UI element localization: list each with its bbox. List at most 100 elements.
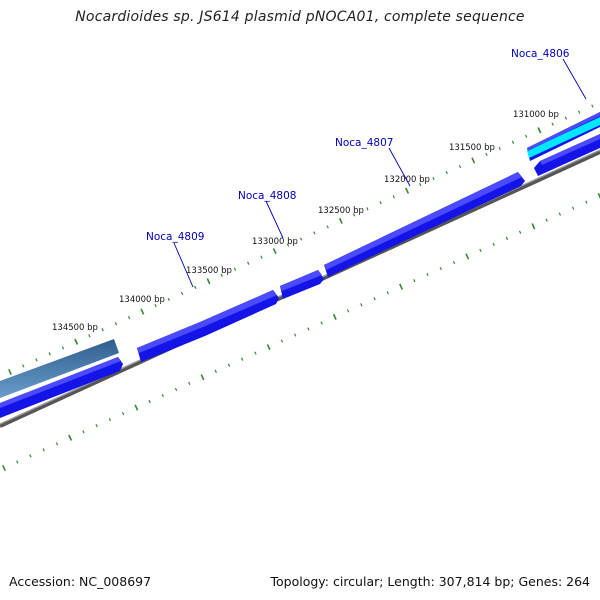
reverse-strand-genes [0,134,600,418]
minor-tick [505,236,509,240]
minor-tick [432,176,435,181]
minor-tick [194,285,197,289]
minor-tick [326,225,329,229]
minor-tick [571,206,575,210]
minor-tick [524,134,528,138]
minor-tick [545,218,548,222]
gene-label-noca-4808[interactable]: Noca_4808 [238,190,296,202]
scale-label-134000: 134000 bp [119,295,165,305]
minor-tick [247,261,250,265]
minor-tick [260,255,263,259]
minor-tick [61,346,65,350]
minor-tick [360,303,363,307]
minor-tick [299,237,303,241]
minor-tick [241,357,244,361]
minor-tick [161,393,164,398]
gene-arrow-steel[interactable] [0,339,119,398]
minor-tick [114,322,118,326]
minor-tick [154,303,157,308]
major-tick [537,127,542,134]
minor-tick [577,110,581,114]
minor-tick [366,207,369,211]
minor-tick [511,140,515,144]
minor-tick [35,358,38,362]
minor-tick [101,328,104,332]
minor-tick [42,448,45,452]
minor-tick [233,267,237,271]
minor-tick [29,454,32,458]
minor-tick [293,333,297,337]
minor-tick [379,201,382,205]
minor-tick [518,230,522,234]
minor-tick [485,152,488,157]
major-tick [68,434,73,441]
gene-label-noca-4809[interactable]: Noca_4809 [146,231,204,243]
gene-arrow[interactable] [0,357,123,418]
minor-tick [313,231,316,235]
gene-arrow-highlight [540,134,600,165]
gene-arrow-highlight [137,290,277,353]
major-tick [272,248,277,255]
accession-label: Accession: NC_008697 [9,574,152,589]
gene-leader-lines [173,58,587,288]
minor-tick [48,352,51,356]
minor-tick [214,369,217,373]
minor-tick [498,146,501,150]
minor-tick [320,321,323,325]
map-title: Nocardioides sp. JS614 plasmid pNOCA01, … [75,9,525,25]
minor-tick [419,183,422,187]
major-tick [8,368,12,376]
gene-arrow-cyan [527,117,600,158]
minor-tick [55,442,59,446]
major-tick [200,374,205,381]
minor-tick [426,272,429,277]
scale-label-131000: 131000 bp [513,110,559,120]
major-tick [266,344,271,351]
minor-tick [121,411,125,416]
major-tick [206,278,211,285]
minor-tick [254,351,257,355]
major-tick [134,404,139,411]
minor-tick [22,364,25,368]
minor-tick [180,291,184,296]
scale-label-133000: 133000 bp [252,237,298,247]
minor-tick [392,195,395,199]
gene-arrow-highlight [280,270,322,291]
scale-label-132500: 132500 bp [318,206,364,216]
minor-tick [174,387,178,392]
scale-label-131500: 131500 bp [449,143,495,153]
scale-ticks-outer [8,104,594,376]
scale-labels: 131000 bp 131500 bp 132000 bp 132500 bp … [52,110,559,333]
major-tick [399,283,404,290]
minor-tick [108,418,112,422]
minor-tick [280,339,284,343]
minor-tick [479,248,482,253]
scale-ticks-inner [2,192,600,472]
minor-tick [551,122,554,126]
minor-tick [82,430,85,434]
minor-tick [95,424,98,428]
major-tick [405,187,410,194]
gene-arrow-highlight [324,172,522,270]
minor-tick [386,291,389,295]
scale-label-133500: 133500 bp [186,266,232,276]
minor-tick [558,212,562,216]
major-tick [338,217,343,224]
minor-tick [413,279,416,283]
minor-tick [373,297,376,301]
major-tick [471,157,476,164]
gene-arrow-highlight [527,112,600,151]
major-tick [465,253,470,260]
minor-tick [591,104,594,108]
minor-tick [127,315,131,320]
gene-arrow-highlight [0,357,121,408]
minor-tick [88,334,91,338]
minor-tick [346,309,350,313]
minor-tick [307,327,310,331]
gene-label-noca-4807[interactable]: Noca_4807 [335,137,393,149]
major-tick [140,308,145,315]
minor-tick [458,164,462,169]
gene-label-noca-4806[interactable]: Noca_4806 [511,48,570,60]
scale-label-134500: 134500 bp [52,323,98,333]
